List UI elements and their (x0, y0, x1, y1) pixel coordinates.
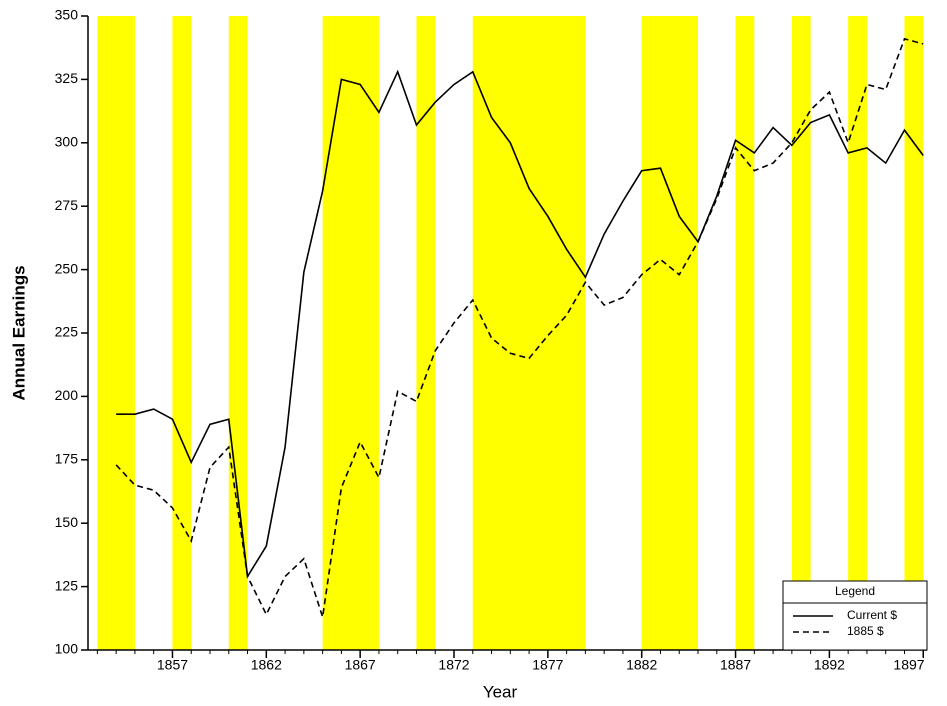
recession-band (735, 16, 755, 650)
x-tick-label: 1887 (720, 657, 751, 673)
x-tick-label: 1897 (893, 657, 924, 673)
recession-band (641, 16, 699, 650)
y-tick-label: 225 (55, 324, 79, 340)
x-tick-label: 1882 (626, 657, 657, 673)
x-tick-label: 1872 (438, 657, 469, 673)
legend-label: 1885 $ (847, 624, 884, 638)
x-tick-label: 1857 (157, 657, 188, 673)
x-tick-label: 1892 (814, 657, 845, 673)
recession-band (228, 16, 248, 650)
recession-band (904, 16, 924, 650)
y-tick-label: 325 (55, 70, 79, 86)
x-axis-label: Year (483, 682, 518, 701)
recession-band (791, 16, 811, 650)
legend-label: Current $ (847, 608, 897, 622)
y-axis-label: Annual Earnings (9, 265, 28, 400)
legend-title: Legend (835, 584, 875, 598)
y-tick-label: 250 (55, 260, 79, 276)
recession-band (97, 16, 135, 650)
recession-band (472, 16, 586, 650)
y-tick-label: 175 (55, 451, 79, 467)
y-tick-label: 200 (55, 387, 79, 403)
recession-band (322, 16, 379, 650)
y-tick-label: 125 (55, 577, 79, 593)
recession-band (848, 16, 867, 650)
y-tick-label: 100 (55, 641, 79, 657)
recession-band (416, 16, 436, 650)
series-line (116, 69, 924, 579)
y-tick-label: 275 (55, 197, 79, 213)
series-line (115, 37, 924, 618)
x-tick-label: 1862 (251, 657, 282, 673)
y-tick-label: 150 (55, 514, 79, 530)
y-tick-label: 350 (55, 7, 79, 23)
y-tick-label: 300 (55, 134, 79, 150)
x-tick-label: 1867 (345, 657, 376, 673)
x-tick-label: 1877 (532, 657, 563, 673)
recession-band (172, 16, 192, 650)
legend: Legend Current $ 1885 $ (782, 580, 928, 651)
